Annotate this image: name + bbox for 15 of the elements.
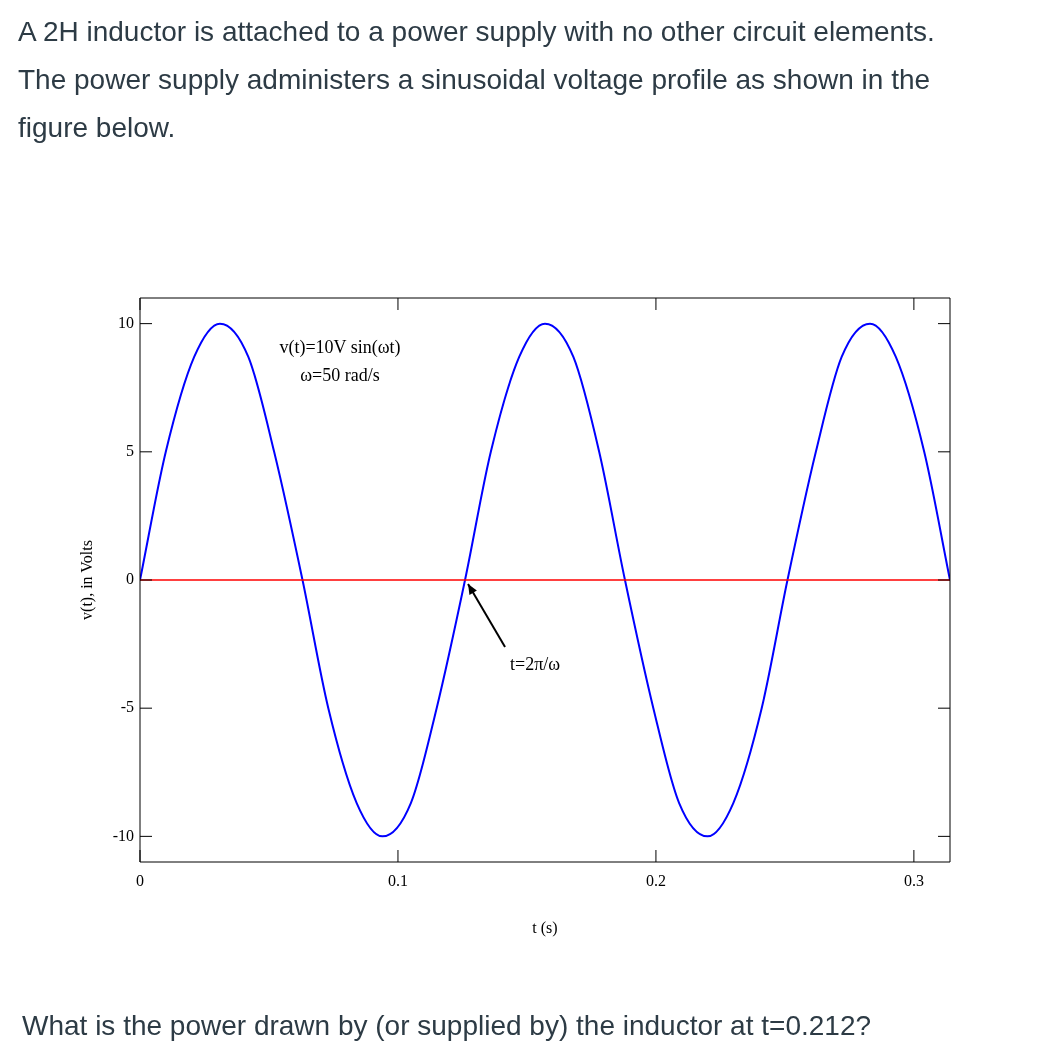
y-axis-title: v(t), in Volts [77, 540, 96, 620]
y-tick-label: 0 [126, 570, 134, 588]
chart-title: A 2H inductor is attached to a power supply with no other circuit elements. The power supply administers a sinusoidal voltage profile as shown in the figure below. [18, 15, 936, 145]
x-tick-label: 0.2 [645, 871, 666, 889]
x-tick-label: 0.1 [387, 871, 408, 889]
y-tick-label: -10 [112, 826, 134, 844]
y-tick-label: 10 [118, 313, 134, 331]
annotation: t=2π/ω [509, 653, 561, 674]
x-tick-label: 0.3 [903, 871, 924, 889]
annotation: v(t)=10V sin(ωt) [279, 336, 401, 358]
text: What is the power drawn by (or supplied by) the inductor at t=0.212? [22, 1010, 872, 1042]
x-axis-title: t (s) [532, 918, 558, 937]
y-tick-label: -5 [120, 698, 134, 716]
annotation: ω=50 rad/s [300, 364, 380, 385]
y-tick-label: 5 [126, 442, 134, 460]
